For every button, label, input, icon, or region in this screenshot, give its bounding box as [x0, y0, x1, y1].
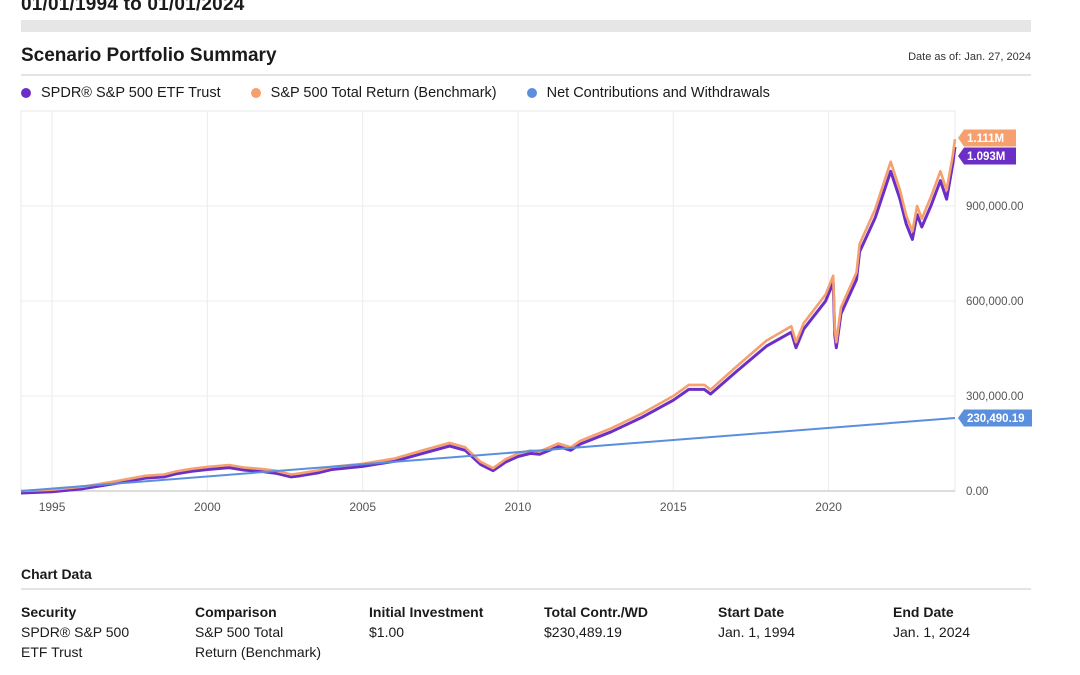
legend-label: Net Contributions and Withdrawals: [546, 85, 770, 101]
end-value-tag: 1.093M: [958, 147, 1016, 165]
table-column-start-date: Start Date Jan. 1, 1994: [718, 602, 795, 642]
column-header: Security: [21, 604, 77, 620]
column-value: Jan. 1, 1994: [718, 624, 796, 640]
table-column-total-contr: Total Contr./WD $230,489.19: [544, 602, 648, 642]
end-value-label: 1.093M: [967, 151, 1005, 163]
table-column-end-date: End Date Jan. 1, 2024: [893, 602, 970, 642]
legend-label: S&P 500 Total Return (Benchmark): [270, 85, 497, 101]
end-value-label: 1.111M: [967, 133, 1004, 145]
end-value-tag: 1.111M: [958, 129, 1016, 147]
legend-dot-icon: [250, 88, 261, 98]
series-line-contributions: [20, 417, 956, 492]
column-header: Initial Investment: [369, 604, 484, 620]
chart-legend: SPDR® S&P 500 ETF Trust S&P 500 Total Re…: [21, 84, 800, 102]
legend-dot-icon: [21, 88, 31, 98]
header-divider-bar: [21, 20, 1031, 32]
column-header: Comparison: [195, 604, 277, 620]
y-tick-label: 0.00: [966, 486, 988, 498]
date-range-title: 01/01/1994 to 01/01/2024: [21, 0, 245, 15]
end-value-tag: 230,490.19: [958, 409, 1032, 427]
series-line-benchmark: [20, 139, 957, 493]
legend-item-contributions[interactable]: Net Contributions and Withdrawals: [526, 85, 770, 101]
x-tick-label: 2020: [815, 500, 842, 514]
x-tick-label: 2010: [505, 500, 532, 514]
chart-data-title: Chart Data: [21, 566, 92, 582]
column-header: End Date: [893, 604, 954, 620]
legend-label: SPDR® S&P 500 ETF Trust: [41, 85, 221, 101]
column-value: S&P 500 Total Return (Benchmark): [195, 624, 322, 660]
x-tick-label: 2005: [349, 500, 376, 514]
table-column-security: Security SPDR® S&P 500 ETF Trust: [21, 602, 129, 662]
title-divider: [21, 74, 1031, 76]
end-value-tag-bg: [958, 147, 1016, 165]
column-value: Jan. 1, 2024: [893, 624, 971, 640]
table-column-initial-investment: Initial Investment $1.00: [369, 602, 483, 642]
column-value: $1.00: [369, 624, 405, 640]
end-value-tag-bg: [958, 129, 1016, 147]
legend-item-benchmark[interactable]: S&P 500 Total Return (Benchmark): [250, 85, 497, 101]
y-tick-label: 600,000.00: [966, 296, 1024, 308]
table-divider: [21, 588, 1031, 590]
x-tick-label: 1995: [39, 500, 66, 514]
legend-item-spy[interactable]: SPDR® S&P 500 ETF Trust: [21, 85, 221, 101]
column-value: SPDR® S&P 500 ETF Trust: [21, 624, 130, 660]
y-tick-label: 300,000.00: [966, 391, 1024, 403]
y-tick-label: 900,000.00: [966, 201, 1024, 213]
column-value: $230,489.19: [544, 624, 622, 640]
column-header: Total Contr./WD: [544, 604, 648, 620]
x-tick-label: 2015: [660, 500, 687, 514]
column-header: Start Date: [718, 604, 785, 620]
x-tick-label: 2000: [194, 500, 221, 514]
end-value-label: 230,490.19: [967, 413, 1025, 425]
table-column-comparison: Comparison S&P 500 Total Return (Benchma…: [195, 602, 321, 662]
date-as-of-label: Date as of: Jan. 27, 2024: [908, 51, 1031, 63]
end-value-tag-bg: [958, 409, 1032, 427]
series-line-spy: [20, 146, 957, 495]
page-title: Scenario Portfolio Summary: [21, 45, 277, 66]
legend-dot-icon: [526, 88, 537, 98]
line-chart: 1995 2000 2005 2010 2015 2020 900,000.00 600,00…: [20, 110, 1032, 514]
